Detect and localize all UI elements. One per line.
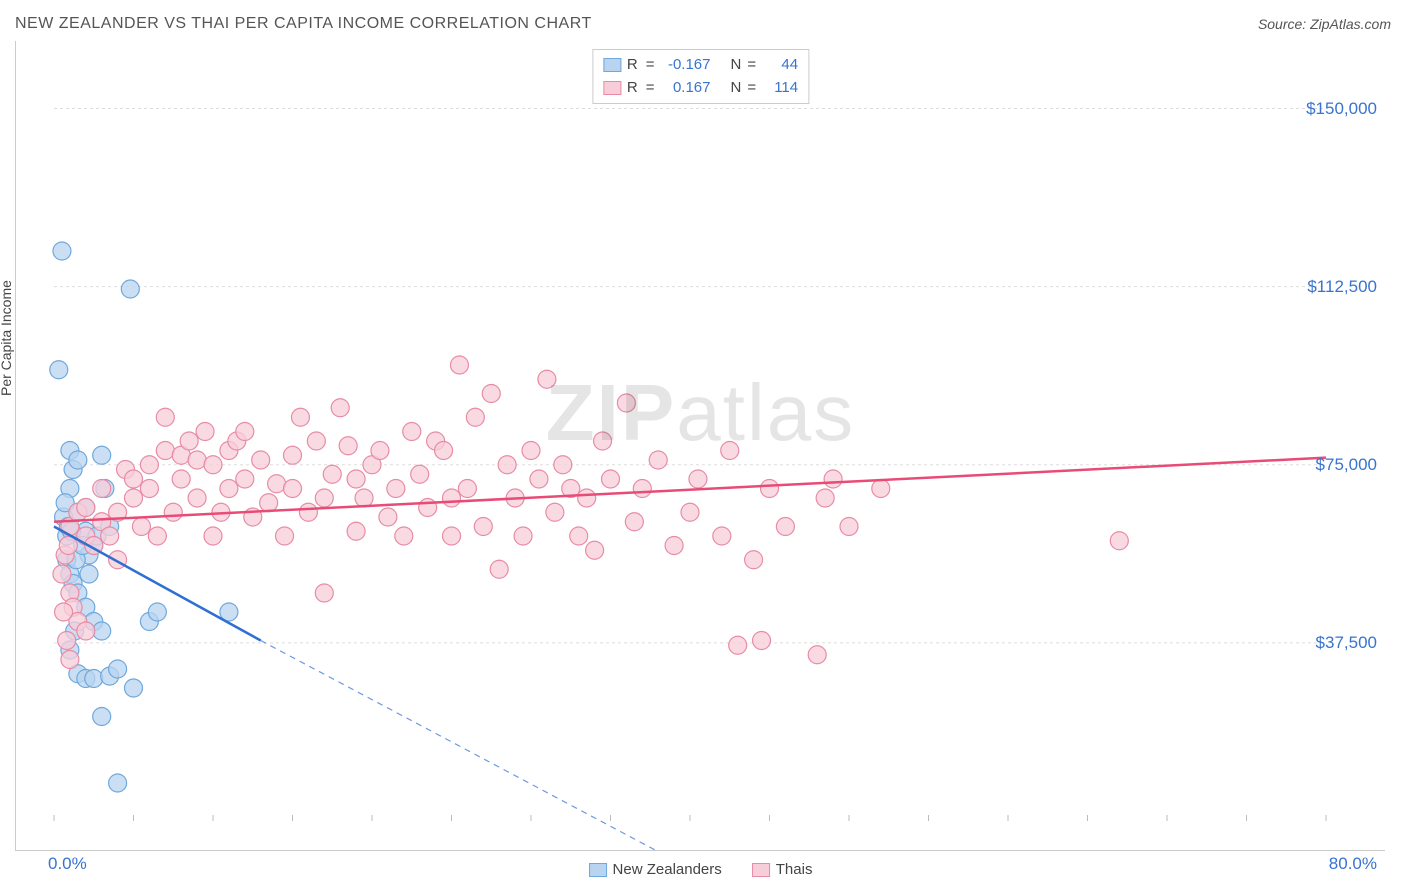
x-min-label: 0.0% bbox=[48, 854, 87, 874]
y-axis-label: Per Capita Income bbox=[0, 280, 14, 396]
y-tick-label: $75,000 bbox=[1316, 455, 1377, 475]
legend-item: Thais bbox=[752, 861, 813, 878]
legend-item: New Zealanders bbox=[589, 861, 722, 878]
x-max-label: 80.0% bbox=[1329, 854, 1377, 874]
series-legend: New Zealanders Thais bbox=[589, 861, 813, 878]
y-tick-label: $37,500 bbox=[1316, 633, 1377, 653]
source-label: Source: ZipAtlas.com bbox=[1258, 16, 1391, 32]
chart-container: Per Capita Income ZIPatlas R=-0.167 N=44… bbox=[15, 41, 1385, 851]
y-tick-label: $112,500 bbox=[1307, 277, 1377, 297]
stats-legend: R=-0.167 N=44 R=0.167 N=114 bbox=[592, 49, 809, 104]
stats-row-nz: R=-0.167 N=44 bbox=[603, 54, 798, 77]
chart-title: NEW ZEALANDER VS THAI PER CAPITA INCOME … bbox=[15, 15, 592, 33]
scatter-chart bbox=[16, 41, 1386, 851]
y-tick-label: $150,000 bbox=[1306, 99, 1377, 119]
stats-row-thai: R=0.167 N=114 bbox=[603, 77, 798, 100]
